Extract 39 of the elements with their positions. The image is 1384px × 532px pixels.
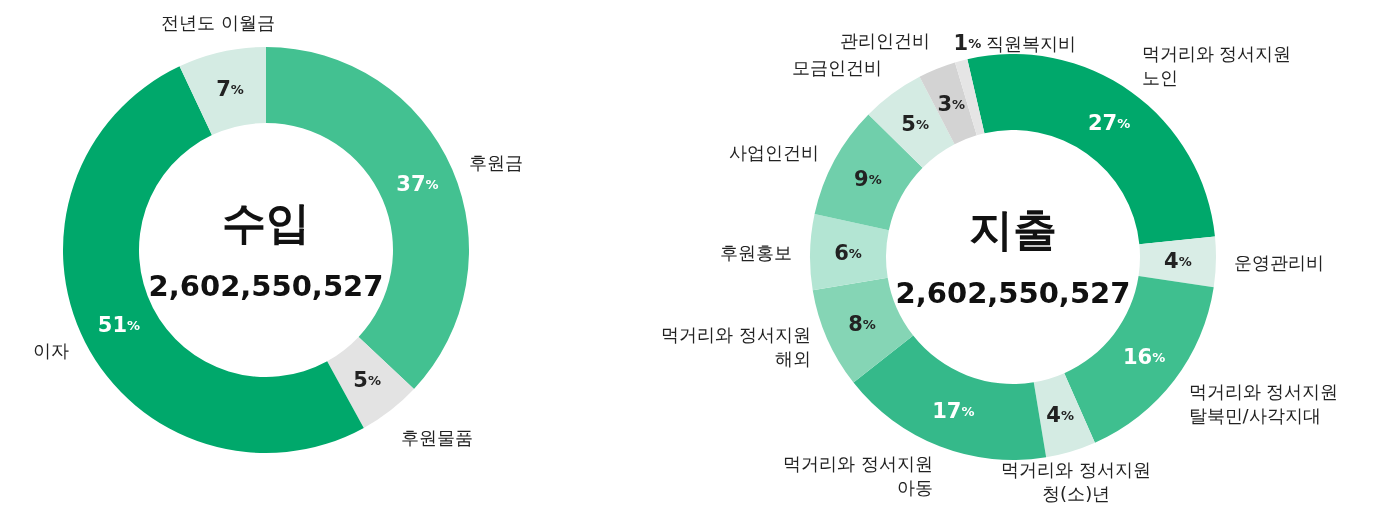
data-label: 17% [932,398,975,423]
text: 수입 [222,196,310,248]
slice-label: 먹거리와 정서지원 아동 [783,452,934,498]
slice-label: 전년도 이월금 [160,11,275,33]
donut-slice [1138,236,1216,288]
donut-slice [327,336,414,428]
slice-label: 이자 [33,339,70,361]
data-label: 16% [1122,345,1166,370]
slice-label: 모금인건비 [791,56,882,78]
slice-label: 사업인건비 [728,141,819,163]
slice-label: 먹거리와 정서지원 청(소)년 [1001,458,1151,504]
slice-label: 직원복지비 [985,32,1076,54]
data-label: 9% [854,166,882,191]
data-label: 37% [396,172,439,197]
data-label: 4% [1164,249,1192,274]
text: 2,602,550,527 [148,269,384,303]
donut-slice [810,214,889,291]
data-label: 27% [1087,110,1131,135]
slice-label: 관리인건비 [840,29,931,51]
slice-label: 먹거리와 정서지원 해외 [661,323,811,369]
data-label: 5% [353,368,381,393]
data-label: 6% [834,240,862,265]
data-label: 51% [97,312,141,337]
text: 2,602,550,527 [895,276,1131,310]
text: 지출 [969,203,1057,255]
slice-label: 후원홍보 [720,241,793,263]
slice-label: 후원물품 [401,426,474,448]
slice-label: 먹거리와 정서지원 탈북민/사각지대 [1188,380,1339,426]
donut-slice [179,47,266,136]
slice-label: 운영관리비 [1233,251,1324,273]
data-label: 7% [216,76,244,101]
donut-slice [1033,373,1095,458]
slice-label: 먹거리와 정서지원 노인 [1141,42,1292,88]
data-label: 4% [1046,403,1074,428]
slice-label: 후원금 [468,151,523,173]
data-label: 3% [937,92,966,117]
data-label: 1% [953,31,982,56]
data-label: 8% [848,311,876,336]
data-label: 5% [901,112,929,137]
